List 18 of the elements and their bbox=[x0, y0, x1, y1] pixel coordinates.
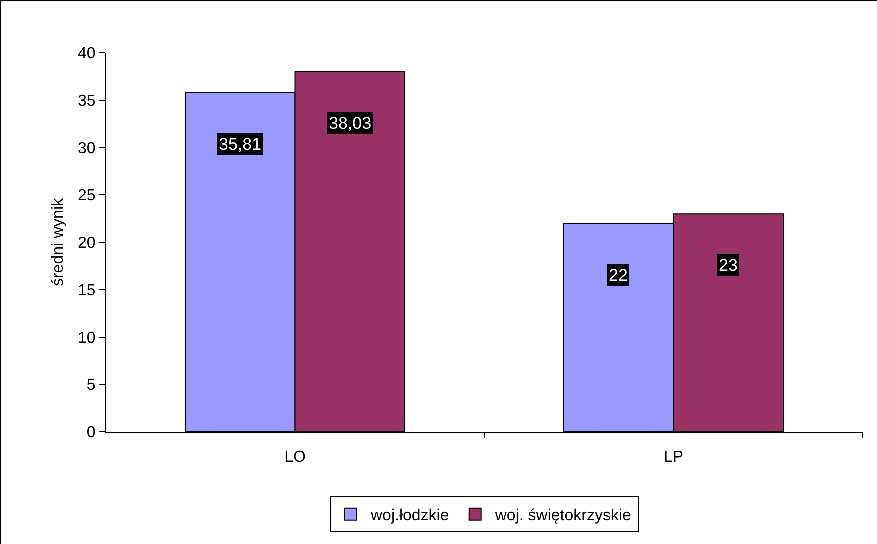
y-tick-label: 15 bbox=[78, 282, 96, 300]
data-label: 22 bbox=[609, 266, 628, 285]
x-tick-label: LO bbox=[284, 449, 306, 466]
y-tick-label: 25 bbox=[78, 188, 96, 205]
y-tick-label: 20 bbox=[78, 235, 96, 252]
y-tick-label: 35 bbox=[78, 92, 96, 110]
legend-label: woj.łodzkie bbox=[370, 508, 450, 525]
y-tick-label: 40 bbox=[78, 46, 96, 63]
data-label: 38,03 bbox=[329, 114, 372, 133]
y-tick-label: 10 bbox=[78, 330, 96, 347]
x-tick-label: LP bbox=[664, 449, 684, 466]
legend-label: woj. świętokrzyskie bbox=[494, 508, 632, 525]
y-tick-label: 30 bbox=[78, 140, 96, 158]
y-tick-label: 0 bbox=[86, 424, 96, 442]
y-tick-label: 5 bbox=[86, 377, 96, 394]
data-label: 35,81 bbox=[219, 135, 262, 154]
data-label: 23 bbox=[719, 256, 738, 275]
y-axis-title: średni wynik bbox=[50, 197, 67, 287]
